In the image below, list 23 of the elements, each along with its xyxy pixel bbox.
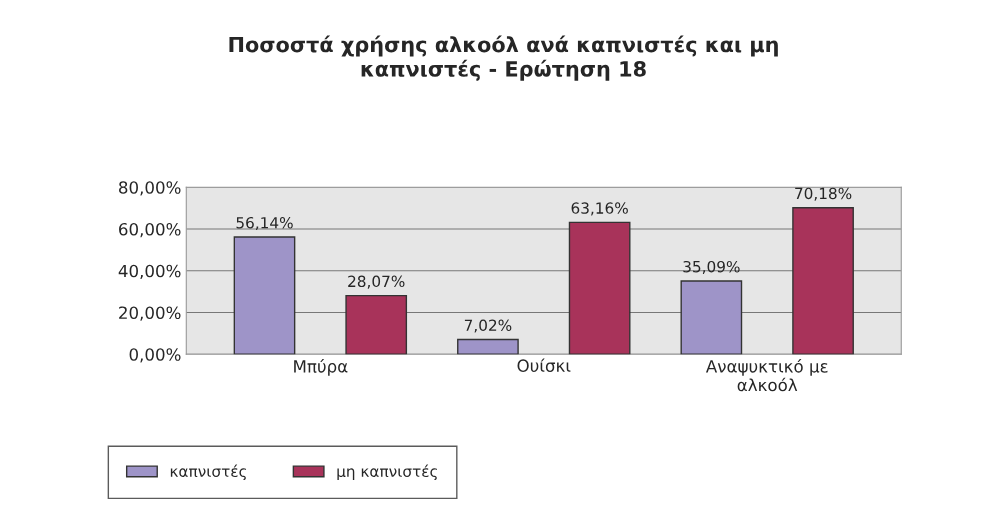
y-tick-label: 60,00% bbox=[119, 222, 181, 238]
x-tick-label: Ουίσκι bbox=[517, 358, 571, 372]
x-tick-label: Αναψυκτικό με αλκοόλ bbox=[705, 359, 828, 392]
bar bbox=[345, 294, 408, 355]
data-label: 35,09% bbox=[683, 260, 740, 274]
bar bbox=[792, 207, 854, 355]
y-tick-label: 0,00% bbox=[129, 348, 181, 363]
y-tick-label: 40,00% bbox=[118, 264, 181, 279]
y-tick-label: 80,00% bbox=[119, 181, 181, 196]
bar bbox=[680, 280, 743, 355]
data-label: 56,14% bbox=[236, 216, 293, 231]
bar bbox=[568, 221, 631, 355]
chart-title: Ποσοστά χρήσης αλκοόλ ανά καπνιστές και μη καπνιστές - Ερώτηση 18 bbox=[229, 35, 778, 81]
y-tick-label: 20,00% bbox=[119, 306, 181, 321]
data-label: 70,18% bbox=[795, 187, 852, 201]
legend-label: καπνιστές bbox=[170, 464, 247, 481]
x-tick-label: Μπύρα bbox=[294, 359, 348, 376]
data-label: 28,07% bbox=[348, 275, 405, 289]
data-label: 7,02% bbox=[464, 319, 512, 333]
bar bbox=[457, 338, 519, 355]
bar bbox=[233, 236, 296, 355]
data-label: 63,16% bbox=[571, 202, 628, 216]
legend-label: μη καπνιστές bbox=[337, 464, 437, 481]
